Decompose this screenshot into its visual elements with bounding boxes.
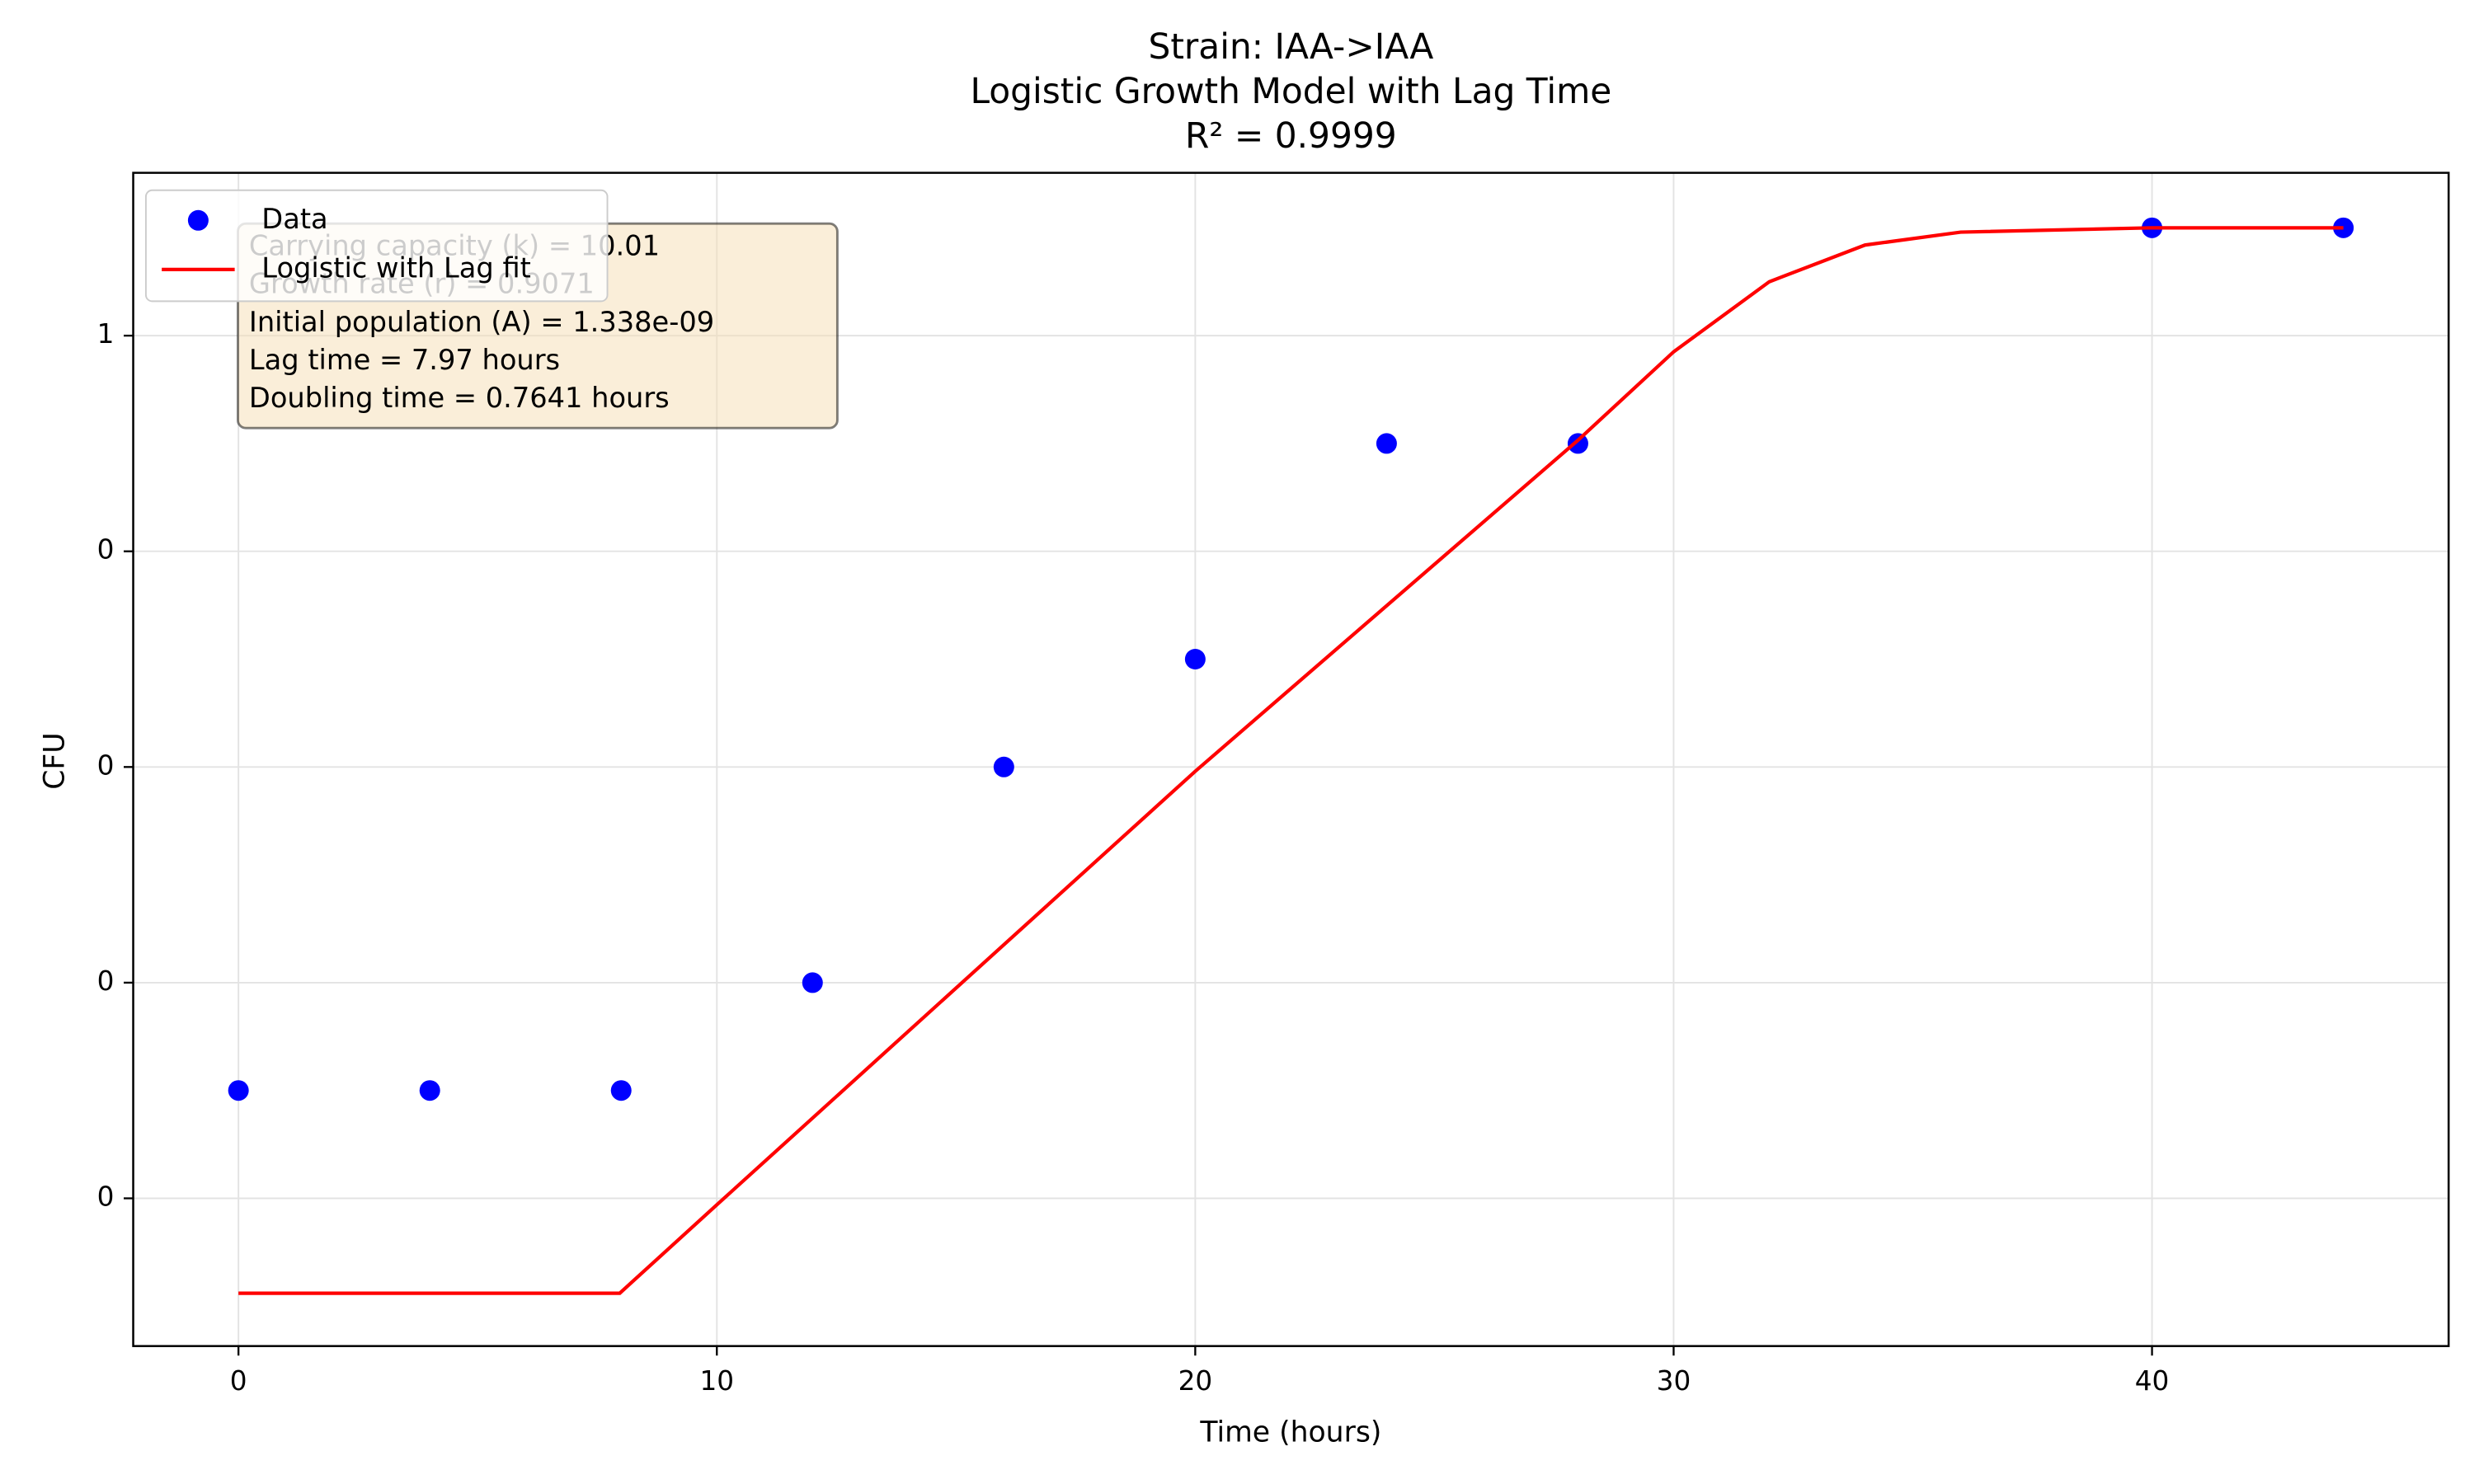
- legend-label: Logistic with Lag fit: [261, 251, 531, 284]
- data-point: [419, 1080, 440, 1101]
- x-tick-label: 20: [1178, 1365, 1213, 1397]
- x-tick-label: 10: [699, 1365, 734, 1397]
- y-tick-label: 0: [97, 965, 115, 997]
- plot-area: [228, 217, 2354, 1295]
- y-tick-label: 1: [97, 318, 115, 350]
- data-point: [802, 972, 823, 993]
- data-point: [610, 1080, 632, 1101]
- legend-box: [144, 189, 609, 303]
- data-point: [1376, 433, 1397, 454]
- data-point: [993, 756, 1014, 777]
- y-tick-label: 0: [97, 1181, 115, 1212]
- overlay: Carrying capacity (k) = 10.01Growth rate…: [144, 189, 839, 430]
- annotation-text: Doubling time = 0.7641 hours: [249, 382, 670, 414]
- x-tick-label: 0: [230, 1365, 247, 1397]
- chart-subtitle: Logistic Growth Model with Lag Time: [970, 71, 1611, 111]
- grid: 0 10 20 30 40 0 0 0 0 1: [97, 172, 2449, 1397]
- x-tick-label: 40: [2135, 1365, 2170, 1397]
- data-point: [1184, 649, 1206, 670]
- annotation-text: Initial population (A) = 1.338e-09: [249, 306, 714, 338]
- data-point: [228, 1080, 249, 1101]
- x-axis-label: Time (hours): [1199, 1416, 1381, 1449]
- y-tick-label: 0: [97, 534, 115, 566]
- y-tick-label: 0: [97, 749, 115, 781]
- axes-frame: [132, 171, 2450, 1347]
- chart-title: Strain: IAA->IAA: [1148, 26, 1433, 67]
- chart-subtitle: R² = 0.9999: [1185, 115, 1397, 156]
- y-axis-label: CFU: [38, 732, 71, 789]
- legend-marker: [187, 209, 209, 231]
- x-tick-label: 30: [1657, 1365, 1691, 1397]
- fit-line: [238, 226, 2344, 1295]
- annotation-text: Lag time = 7.97 hours: [249, 344, 560, 376]
- legend-label: Data: [261, 203, 327, 235]
- data-point: [1567, 433, 1588, 454]
